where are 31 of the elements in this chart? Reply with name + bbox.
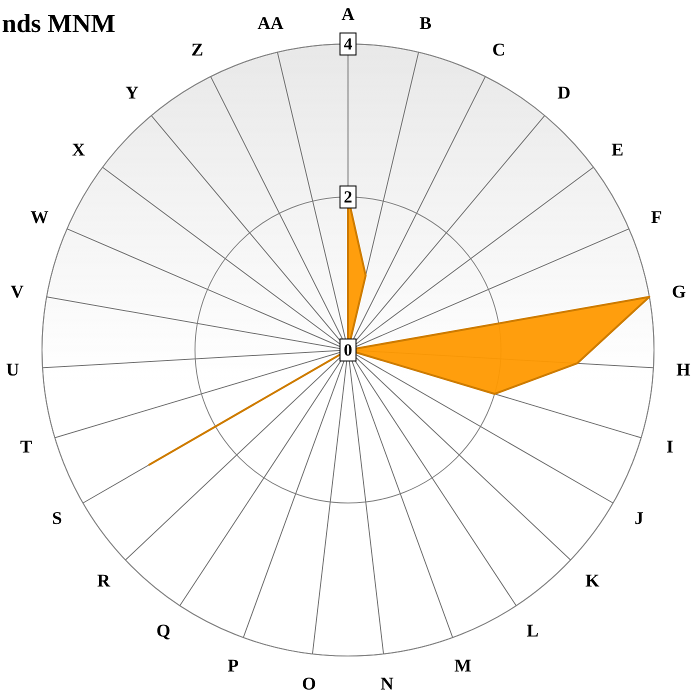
spoke-label: U <box>6 360 20 380</box>
spoke-label: N <box>380 674 394 692</box>
spoke-label: W <box>30 206 48 227</box>
spoke-label: J <box>634 508 644 528</box>
spoke-label: T <box>20 436 32 456</box>
spoke-label: X <box>72 139 85 160</box>
spoke-label: D <box>557 82 570 103</box>
spoke-label: P <box>228 656 239 676</box>
spoke-label: R <box>97 570 112 591</box>
spoke-label: S <box>52 508 62 528</box>
spoke-label: E <box>612 139 624 160</box>
spoke-label: O <box>302 674 316 692</box>
spoke-label: B <box>419 13 432 34</box>
spoke-label: AA <box>258 13 284 34</box>
spoke-label: G <box>672 282 686 302</box>
spoke-label: H <box>676 360 690 380</box>
spoke-label: F <box>651 206 662 227</box>
spoke-label: L <box>526 620 539 641</box>
spoke-label: A <box>342 4 354 24</box>
chart-title: nds MNM <box>2 9 116 38</box>
spoke-label: Y <box>126 82 139 103</box>
y-tick-label: 0 <box>344 340 352 360</box>
spoke-label: V <box>10 282 24 302</box>
spoke-label: I <box>666 436 674 456</box>
spoke-label: C <box>492 40 506 60</box>
y-tick-label: 4 <box>344 34 353 54</box>
y-tick-label: 2 <box>344 188 352 206</box>
spoke-label: M <box>454 656 472 676</box>
spoke-label: K <box>585 570 600 591</box>
spoke-label: Q <box>156 620 170 641</box>
spoke-label: Z <box>191 40 204 60</box>
